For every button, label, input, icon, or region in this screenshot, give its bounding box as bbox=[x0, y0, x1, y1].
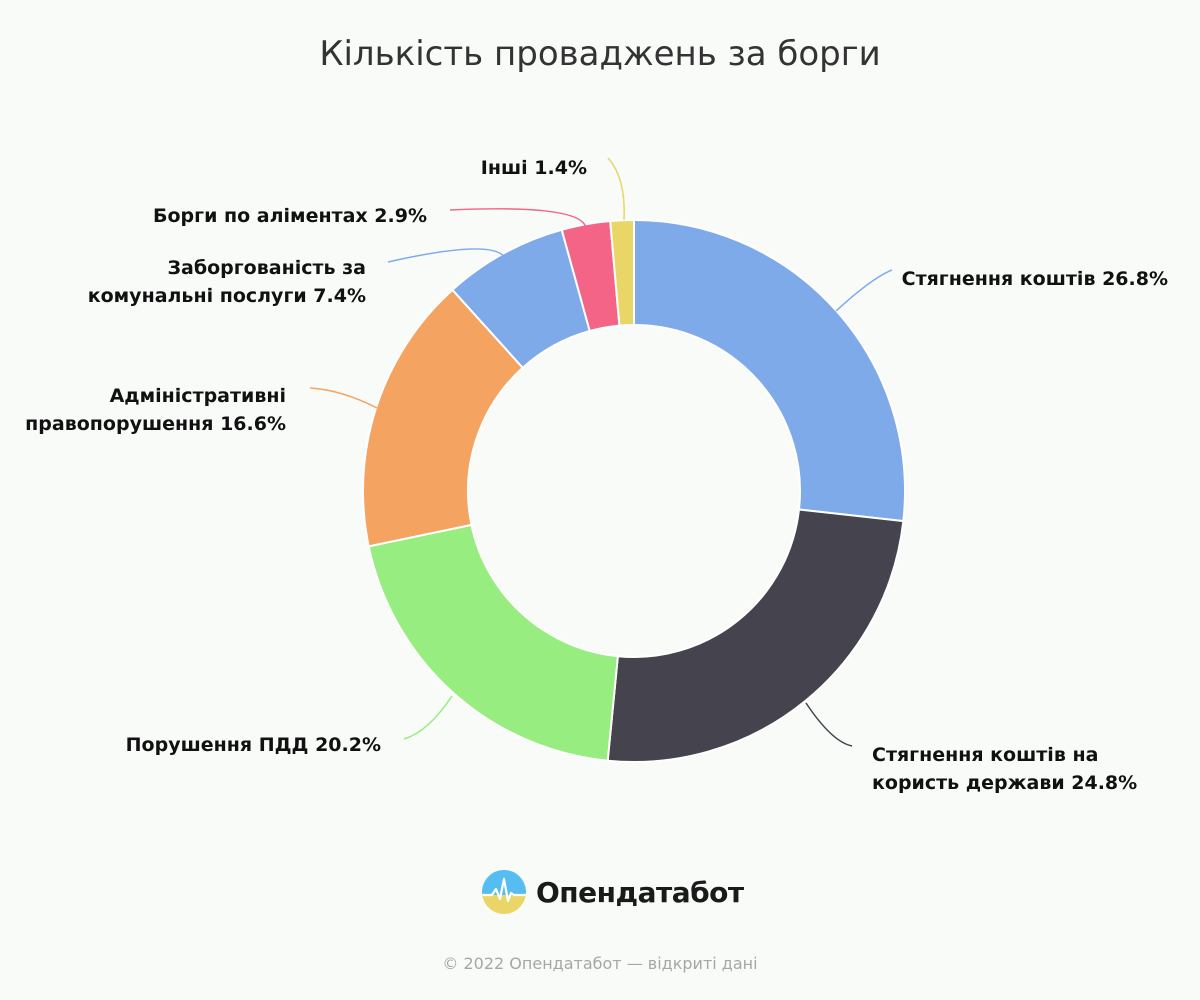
opendatabot-logo-icon bbox=[482, 870, 526, 914]
slice-data-label: Адміністративні правопорушення 16.6% bbox=[25, 385, 286, 435]
slice-data-label: Порушення ПДД 20.2% bbox=[126, 734, 381, 756]
label-connector-line bbox=[387, 248, 506, 263]
opendatabot-logo: Опендатабот bbox=[480, 868, 744, 916]
donut-slice[interactable] bbox=[606, 508, 905, 763]
label-connector-line bbox=[449, 208, 587, 229]
donut-slice[interactable] bbox=[367, 523, 619, 762]
label-connector-line bbox=[309, 387, 378, 409]
slice-data-label: Стягнення коштів на користь держави 24.8% bbox=[872, 744, 1137, 794]
label-connector-line bbox=[403, 695, 453, 740]
logo-text: Опендатабот bbox=[536, 875, 744, 909]
slice-data-label: Стягнення коштів 26.8% bbox=[902, 268, 1168, 290]
donut-slice[interactable] bbox=[633, 218, 906, 523]
label-connector-line bbox=[835, 269, 893, 312]
donut-slice[interactable] bbox=[609, 218, 635, 327]
slice-data-label: Інші 1.4% bbox=[481, 157, 587, 179]
slice-data-label: Борги по аліментах 2.9% bbox=[153, 205, 427, 227]
label-connector-line bbox=[805, 702, 853, 747]
slice-data-label: Заборгованість за комунальні послуги 7.4% bbox=[88, 257, 366, 307]
chart-title: Кількість проваджень за борги bbox=[319, 34, 881, 74]
label-connector-line bbox=[607, 157, 625, 221]
footer-copyright: © 2022 Опендатабот — відкриті дані bbox=[442, 954, 758, 973]
